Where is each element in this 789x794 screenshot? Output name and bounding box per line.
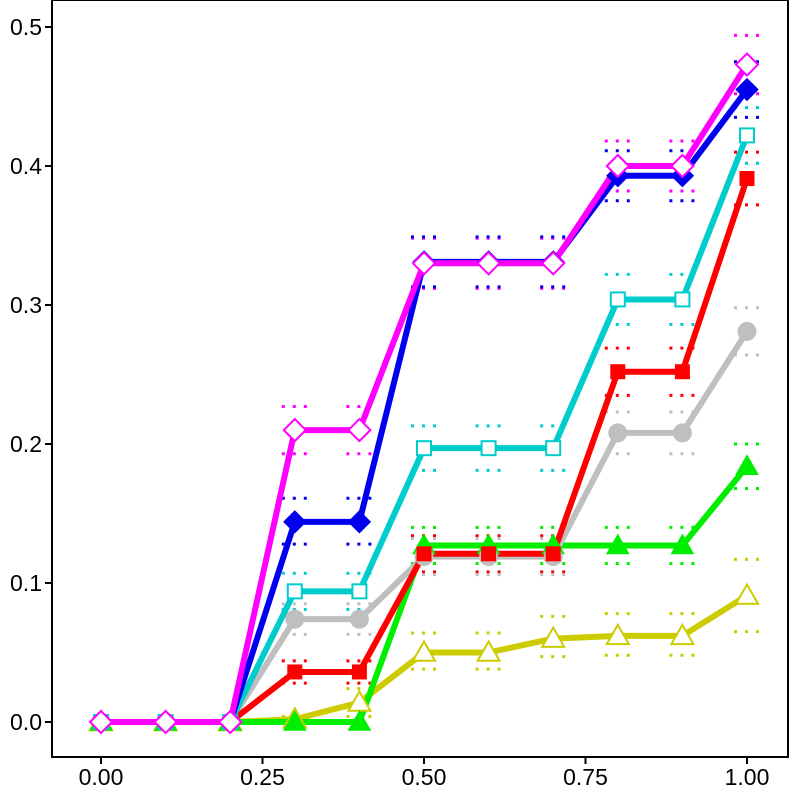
triangle-marker	[282, 709, 307, 731]
circle-marker	[737, 321, 757, 341]
square-marker	[609, 291, 626, 308]
square-marker	[480, 440, 497, 457]
y-tick-label: 0.2	[10, 431, 42, 457]
square-marker	[610, 364, 626, 380]
triangle-marker	[670, 533, 695, 555]
diamond-marker	[734, 52, 760, 77]
square-marker	[674, 291, 691, 308]
triangle-marker	[734, 582, 760, 605]
triangle-marker	[475, 639, 502, 662]
x-tick-label: 0.75	[563, 764, 608, 789]
square-marker	[351, 664, 367, 680]
y-tick-label: 0.1	[10, 570, 42, 596]
triangle-marker	[735, 454, 759, 475]
circle-marker	[285, 609, 305, 629]
diamond-marker	[411, 250, 437, 276]
triangle-marker	[605, 533, 630, 555]
diamond-marker	[282, 417, 308, 443]
diamond-marker	[88, 709, 114, 735]
diamond-marker	[347, 510, 372, 534]
square-marker	[481, 546, 497, 562]
triangle-marker	[669, 622, 696, 646]
diamond-marker	[346, 417, 372, 443]
square-marker	[286, 583, 303, 600]
diamond-marker	[217, 709, 243, 735]
circle-marker	[349, 609, 369, 629]
square-marker	[739, 127, 755, 144]
y-tick-label: 0.4	[10, 153, 42, 179]
square-marker	[287, 664, 303, 680]
circle-marker	[608, 423, 628, 443]
square-marker	[416, 546, 432, 562]
square-marker	[674, 364, 690, 380]
diamond-marker	[283, 510, 307, 534]
square-marker	[739, 171, 755, 187]
square-marker	[351, 583, 368, 600]
diamond-marker	[540, 250, 566, 276]
y-tick-label: 0.5	[10, 14, 42, 40]
diamond-marker	[476, 250, 502, 276]
square-marker	[545, 546, 561, 562]
square-marker	[416, 440, 432, 457]
triangle-marker	[347, 709, 372, 731]
y-tick-label: 0.0	[10, 709, 42, 735]
x-tick-label: 1.00	[725, 764, 770, 789]
diamond-marker	[669, 153, 695, 179]
y-tick-label: 0.3	[10, 292, 42, 318]
x-tick-label: 0.50	[402, 764, 447, 789]
x-tick-label: 0.00	[79, 764, 124, 789]
triangle-marker	[605, 622, 631, 646]
diamond-marker	[605, 153, 631, 179]
diamond-marker	[153, 709, 179, 735]
triangle-marker	[411, 639, 437, 662]
diamond-marker	[735, 77, 759, 102]
circle-marker	[672, 423, 692, 443]
triangle-marker	[540, 625, 566, 648]
plot-panel-frame	[51, 0, 789, 758]
x-tick-label: 0.25	[240, 764, 285, 789]
square-marker	[545, 440, 562, 457]
